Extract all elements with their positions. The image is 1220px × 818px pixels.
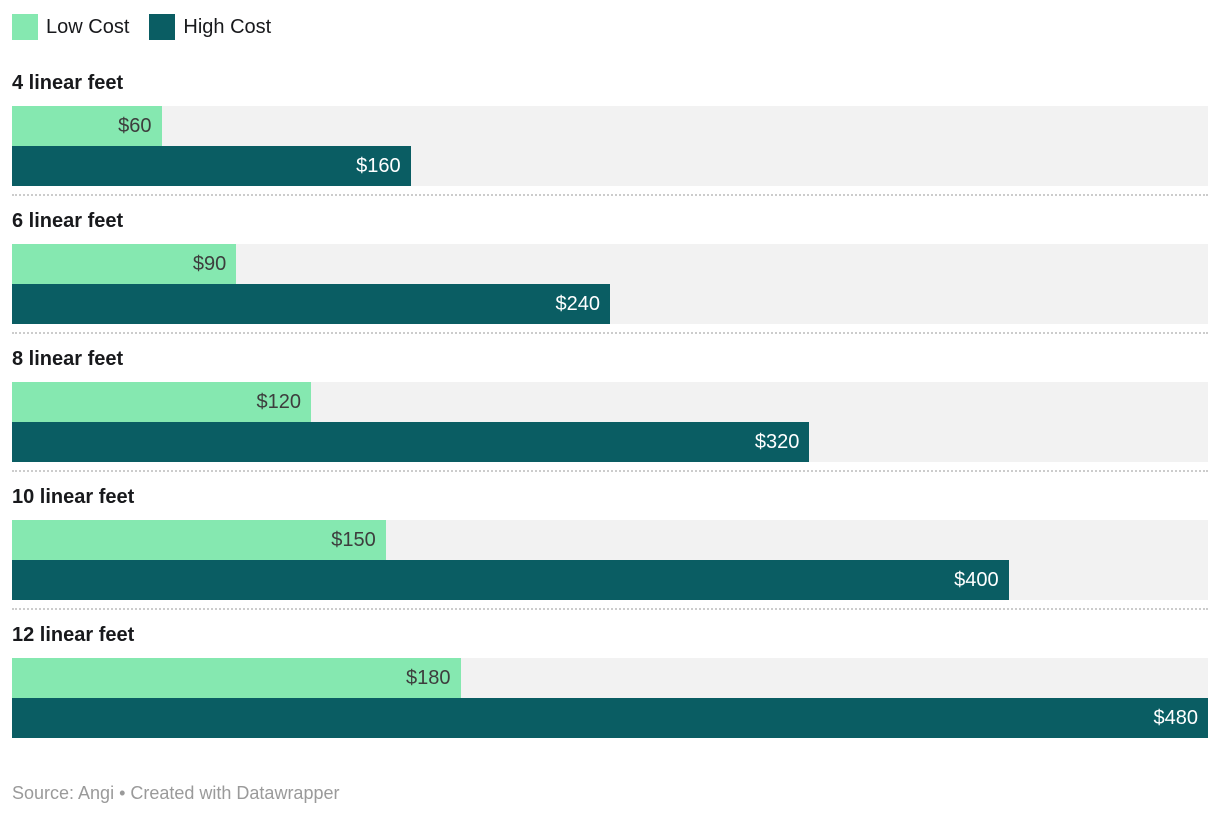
bar-low-cost[interactable]: $90 (12, 244, 237, 284)
bar-value-label: $400 (954, 569, 999, 591)
bar-track: $480 (12, 698, 1208, 738)
bar-low-cost[interactable]: $60 (12, 106, 162, 146)
legend-item-high-cost: High Cost (149, 14, 271, 40)
source-attribution: Source: Angi • Created with Datawrapper (12, 783, 340, 803)
group-label: 12 linear feet (12, 624, 135, 646)
bar-low-cost[interactable]: $150 (12, 520, 386, 560)
bar-value-label: $240 (555, 293, 601, 315)
legend-swatch-high-cost (149, 14, 176, 40)
bar-low-cost[interactable]: $180 (12, 658, 461, 698)
legend-item-low-cost: Low Cost (12, 14, 129, 40)
bar-track: $320 (12, 422, 1208, 462)
bar-value-label: $180 (406, 667, 451, 689)
group-label: 4 linear feet (12, 72, 124, 94)
bar-track: $60 (12, 106, 1208, 146)
chart-group-12-linear-feet: 12 linear feet $180 $480 (12, 624, 1208, 738)
group-label: 8 linear feet (12, 348, 124, 370)
bar-track: $240 (12, 284, 1208, 324)
bar-track: $120 (12, 382, 1208, 422)
bar-high-cost[interactable]: $400 (12, 560, 1009, 600)
bar-track: $400 (12, 560, 1208, 600)
bar-track: $180 (12, 658, 1208, 698)
bar-value-label: $480 (1153, 707, 1199, 729)
chart-group-6-linear-feet: 6 linear feet $90 $240 (12, 210, 1208, 334)
bar-value-label: $120 (256, 391, 302, 413)
legend-label-high-cost: High Cost (183, 16, 272, 38)
bar-low-cost[interactable]: $120 (12, 382, 311, 422)
legend-label-low-cost: Low Cost (46, 16, 130, 38)
bar-high-cost[interactable]: $240 (12, 284, 610, 324)
chart-group-4-linear-feet: 4 linear feet $60 $160 (12, 72, 1208, 196)
bar-high-cost[interactable]: $480 (12, 698, 1208, 738)
bar-value-label: $90 (192, 253, 227, 275)
legend: Low Cost High Cost (12, 14, 1208, 40)
bar-value-label: $60 (118, 115, 152, 137)
bar-value-label: $320 (754, 431, 800, 453)
group-label: 6 linear feet (12, 210, 124, 232)
legend-swatch-low-cost (12, 14, 38, 40)
chart-group-8-linear-feet: 8 linear feet $120 $320 (12, 348, 1208, 472)
bar-track: $90 (12, 244, 1208, 284)
chart-group-10-linear-feet: 10 linear feet $150 $400 (12, 486, 1208, 610)
bar-track: $160 (12, 146, 1208, 186)
group-label: 10 linear feet (12, 486, 135, 508)
bar-high-cost[interactable]: $160 (12, 146, 411, 186)
bar-track: $150 (12, 520, 1208, 560)
bar-value-label: $160 (356, 155, 401, 177)
bar-high-cost[interactable]: $320 (12, 422, 810, 462)
bar-value-label: $150 (331, 529, 376, 551)
